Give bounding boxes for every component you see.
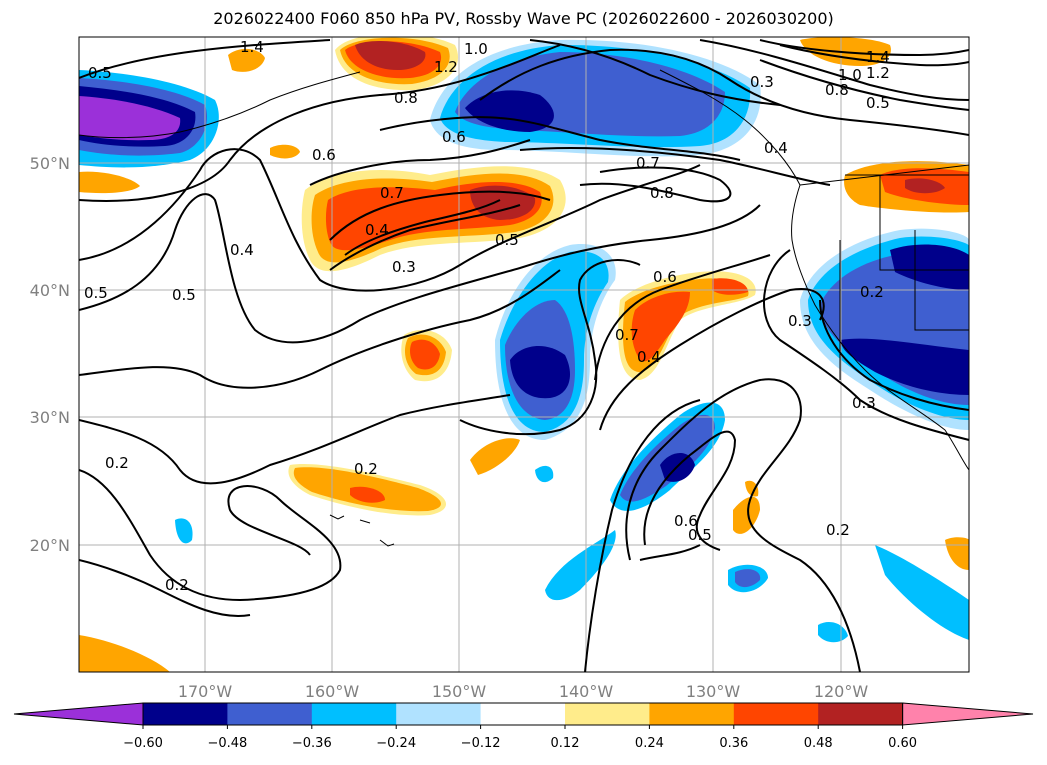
contour-label: 0.4 <box>637 348 661 366</box>
contour-label: 0.6 <box>312 146 336 164</box>
contour-label: 0.2 <box>165 576 189 594</box>
contour-label: 0.2 <box>354 460 378 478</box>
colorbar-extension-right <box>902 702 1034 726</box>
longitude-labels: 170°W 160°W 150°W 140°W 130°W 120°W <box>178 682 869 701</box>
colorbar-outline <box>142 702 904 726</box>
contour-label: 0.5 <box>88 64 112 82</box>
lon-label: 120°W <box>814 682 869 701</box>
colorbar-swatch <box>143 703 228 725</box>
colorbar-tick-label: −0.60 <box>123 736 163 751</box>
contour-label: 0.4 <box>764 139 788 157</box>
colorbar-tick-label: 0.12 <box>551 736 580 751</box>
latitude-labels: 50°N 40°N 30°N 20°N <box>30 154 70 555</box>
contour-label: 0.7 <box>380 184 404 202</box>
colorbar-swatch <box>396 703 482 725</box>
contour-label: 0.3 <box>750 73 774 91</box>
contour-label: 0.5 <box>866 94 890 112</box>
contour-label: 0.3 <box>788 312 812 330</box>
contour-label: 0.2 <box>826 521 850 539</box>
contour-label: 0.3 <box>852 394 876 412</box>
contour-label: 0.7 <box>615 326 639 344</box>
lon-label: 130°W <box>686 682 741 701</box>
contour-label: 0.5 <box>495 231 519 249</box>
contour-label: 0.8 <box>825 81 849 99</box>
contour-label: 0.6 <box>653 268 677 286</box>
colorbar-tick-label: −0.48 <box>207 736 247 751</box>
colorbar-swatch <box>480 703 566 725</box>
contour-label: 1.4 <box>240 38 264 56</box>
pv-contours <box>79 39 969 672</box>
colorbar-swatch <box>733 703 819 725</box>
colorbar-tick-label: −0.24 <box>376 736 416 751</box>
contour-label: 0.4 <box>365 221 389 239</box>
colorbar-swatch <box>227 703 313 725</box>
contour-label: 1.2 <box>866 64 890 82</box>
contour-label: 0.8 <box>650 184 674 202</box>
contour-label: 1.0 <box>838 66 862 84</box>
colorbar-tick-label: 0.36 <box>719 736 748 751</box>
colorbar-swatch <box>565 703 650 725</box>
colorbar-tick-label: 0.60 <box>888 736 917 751</box>
lat-label: 50°N <box>30 154 70 173</box>
contour-label: 0.2 <box>860 283 884 301</box>
lon-label: 150°W <box>432 682 487 701</box>
contour-label: 0.7 <box>636 154 660 172</box>
colorbar: −0.60 −0.48 −0.36 −0.24 −0.12 0.12 0.24 0.36 0.4… <box>13 702 1034 751</box>
contour-label: 1.4 <box>866 48 890 66</box>
colorbar-tick-label: 0.48 <box>804 736 833 751</box>
contour-label: 0.6 <box>674 512 698 530</box>
contour-label: 0.6 <box>442 128 466 146</box>
colorbar-tick-label: −0.12 <box>461 736 501 751</box>
colorbar-swatch <box>311 703 397 725</box>
contour-label: 1.2 <box>434 58 458 76</box>
map-frame <box>78 36 970 673</box>
colorbar-swatch <box>818 703 904 725</box>
contour-label: 0.5 <box>172 286 196 304</box>
lon-label: 140°W <box>559 682 614 701</box>
lon-label: 160°W <box>305 682 360 701</box>
contour-label: 0.8 <box>394 89 418 107</box>
coastlines <box>79 69 969 547</box>
colorbar-swatch <box>649 703 735 725</box>
shaded-anomalies <box>79 37 969 672</box>
colorbar-tick-label: 0.24 <box>635 736 664 751</box>
lat-label: 40°N <box>30 281 70 300</box>
colorbar-tick-label: −0.36 <box>292 736 332 751</box>
contour-label: 0.4 <box>230 241 254 259</box>
contour-label: 0.5 <box>688 526 712 544</box>
contour-labels: 1.4 0.8 1.0 1.2 0.5 0.6 0.7 0.4 0.3 0.2 … <box>84 38 890 594</box>
contour-label: 1.0 <box>464 40 488 58</box>
contour-label: 0.2 <box>105 454 129 472</box>
lat-label: 30°N <box>30 408 70 427</box>
contour-label: 0.3 <box>392 258 416 276</box>
colorbar-extension-left <box>13 702 144 726</box>
map-title: 2026022400 F060 850 hPa PV, Rossby Wave … <box>213 9 834 28</box>
lon-label: 170°W <box>178 682 233 701</box>
lat-label: 20°N <box>30 536 70 555</box>
contour-label: 0.5 <box>84 284 108 302</box>
gridlines <box>79 37 969 672</box>
